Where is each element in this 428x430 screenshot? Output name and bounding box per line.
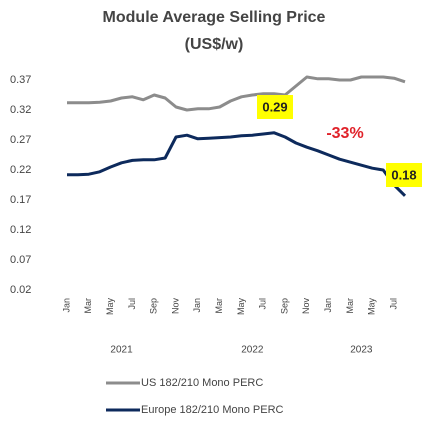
x-tick-label: Mar xyxy=(83,298,93,314)
chart-title: Module Average Selling Price xyxy=(103,9,326,26)
x-tick-label: Jul xyxy=(258,298,268,310)
y-tick-label: 0.02 xyxy=(10,284,31,296)
annotation: 0.29 xyxy=(262,99,287,114)
year-label: 2021 xyxy=(110,345,133,356)
x-tick-label: Mar xyxy=(214,298,224,314)
series-line xyxy=(67,75,406,112)
x-tick-label: Jul xyxy=(127,298,137,310)
y-tick-label: 0.07 xyxy=(10,254,31,266)
year-label: 2022 xyxy=(241,345,264,356)
x-tick-label: Jan xyxy=(323,298,333,313)
legend-label: Europe 182/210 Mono PERC xyxy=(141,404,284,416)
legend-label: US 182/210 Mono PERC xyxy=(141,377,263,389)
series-line xyxy=(67,131,407,197)
y-tick-label: 0.12 xyxy=(10,224,31,236)
chart-subtitle: (US$/w) xyxy=(185,36,244,53)
x-tick-label: May xyxy=(105,298,115,316)
x-tick-label: Sep xyxy=(149,298,159,314)
x-tick-label: May xyxy=(236,298,246,316)
y-tick-label: 0.27 xyxy=(10,134,31,146)
x-tick-label: Jul xyxy=(388,298,398,310)
x-tick-label: Jan xyxy=(192,298,202,313)
annotation-box xyxy=(257,95,293,119)
y-tick-label: 0.32 xyxy=(10,104,31,116)
x-tick-label: Nov xyxy=(301,298,311,315)
annotation: 0.18 xyxy=(391,167,416,182)
y-tick-label: 0.37 xyxy=(10,74,31,86)
x-tick-label: Nov xyxy=(170,298,180,315)
x-tick-label: Jan xyxy=(61,298,71,313)
year-label: 2023 xyxy=(350,345,373,356)
y-tick-label: 0.22 xyxy=(10,164,31,176)
annotation: -33% xyxy=(326,125,363,142)
y-tick-label: 0.17 xyxy=(10,194,31,206)
x-tick-label: May xyxy=(367,298,377,316)
x-tick-label: Mar xyxy=(345,298,355,314)
annotation-box xyxy=(386,163,422,187)
x-tick-label: Sep xyxy=(279,298,289,314)
